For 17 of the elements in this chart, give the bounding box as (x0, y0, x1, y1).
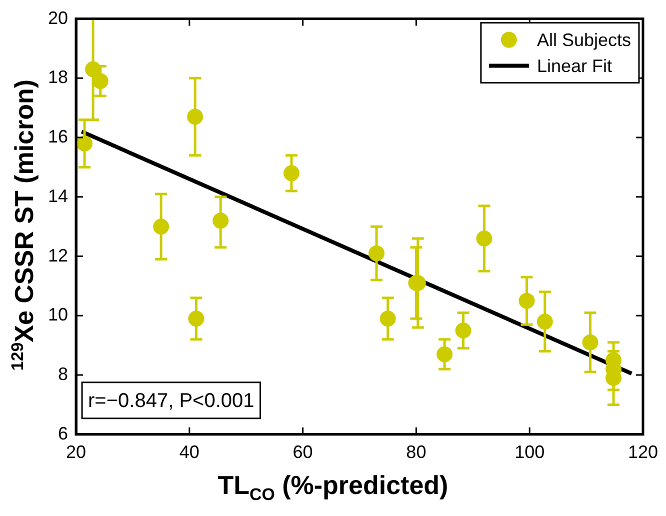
x-tick-label: 40 (179, 442, 200, 462)
y-tick-label: 20 (48, 8, 68, 28)
y-tick-label: 10 (48, 304, 68, 325)
x-tick-label: 60 (292, 442, 313, 462)
x-tick-label: 80 (406, 442, 426, 462)
y-tick-label: 8 (58, 364, 68, 384)
x-tick-label: 100 (514, 442, 545, 462)
y-tick-label: 14 (48, 186, 68, 206)
y-tick-label: 18 (48, 67, 68, 88)
x-axis-title: TL$_{CO}$ (%-predicted) (216, 470, 450, 506)
legend-label: All Subjects (536, 30, 631, 50)
annotation: r=−0.847, P<0.001 (88, 390, 254, 412)
y-tick-label: 6 (58, 423, 68, 444)
y-tick-label: 12 (48, 245, 68, 266)
legend-label: Linear Fit (536, 56, 612, 76)
x-tick-label: 120 (628, 442, 658, 462)
y-tick-label: 16 (48, 126, 68, 147)
